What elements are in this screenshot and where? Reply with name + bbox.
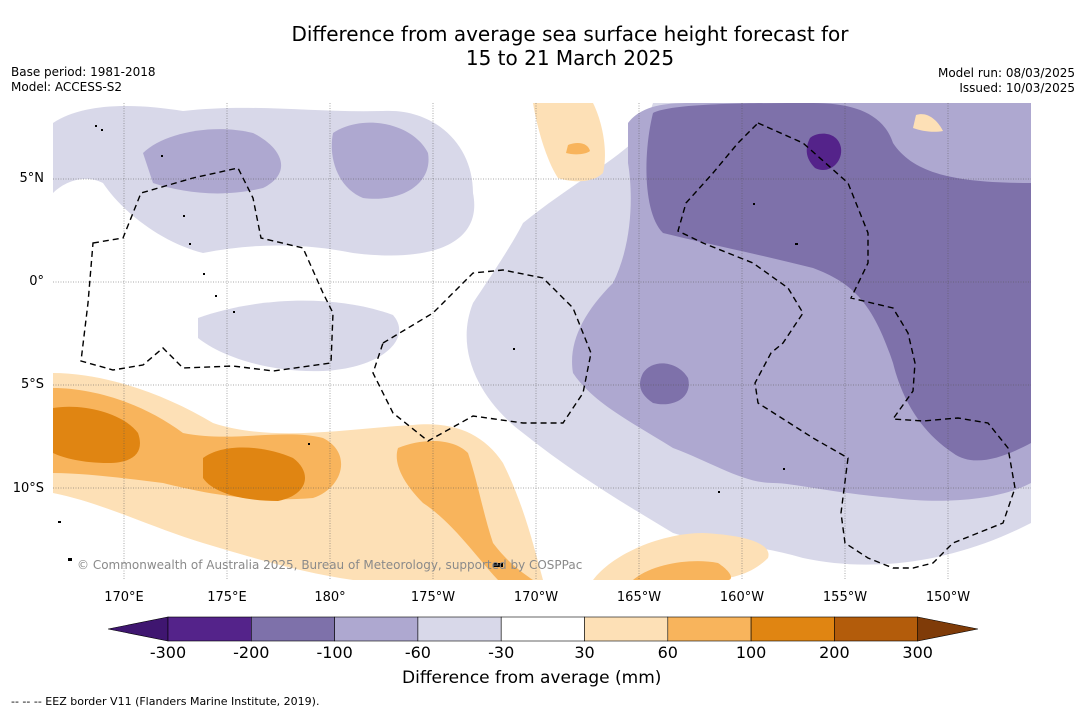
contour-dark-orange-west (53, 406, 140, 463)
title-line-1: Difference from average sea surface heig… (291, 22, 849, 46)
island-specks (58, 125, 798, 567)
colorbar-segment (834, 616, 919, 642)
contour-dark-purple-spot (640, 363, 689, 405)
lon-label: 180° (314, 590, 346, 605)
colorbar-label: Difference from average (mm) (402, 668, 662, 688)
contour-light-purple-center (198, 300, 400, 372)
island-speck (718, 491, 720, 493)
eez-borders (80, 122, 1016, 569)
eez-kiribati-gilbert (80, 167, 334, 372)
lat-label-0: 0° (29, 274, 44, 289)
island-speck (215, 295, 217, 297)
island-speck (493, 563, 503, 567)
island-speck (753, 203, 755, 205)
colorbar-segment (251, 616, 335, 642)
lat-label-5n: 5°N (19, 171, 45, 186)
model-run: Model run: 08/03/2025 (937, 66, 1075, 80)
colorbar-segment (500, 616, 585, 642)
contour-deepest-purple (806, 133, 842, 171)
colorbar-segment (334, 616, 419, 642)
island-speck (68, 558, 72, 561)
colorbar-segments (108, 616, 978, 642)
island-speck (795, 243, 798, 245)
lon-label: 150°W (925, 590, 971, 605)
contour-medium-orange-stream (396, 441, 533, 580)
island-speck (95, 125, 97, 127)
island-speck (183, 215, 185, 217)
lon-gridlines (123, 103, 949, 580)
colorbar-tick-label: 60 (657, 643, 678, 662)
island-speck (101, 129, 103, 131)
colorbar-tick-label: -100 (316, 643, 353, 662)
contour-light-orange-small (913, 114, 943, 132)
contour-medium-purple-n (331, 122, 429, 199)
island-speck (203, 273, 205, 275)
anomaly-map (53, 103, 1031, 580)
colorbar-segment (750, 616, 835, 642)
colorbar-tick-label: -30 (488, 643, 515, 662)
colorbar-tick-label: 30 (574, 643, 595, 662)
eez-legend-footnote: -- -- -- EEZ border V11 (Flanders Marine… (11, 695, 320, 708)
colorbar-extend-high (917, 616, 978, 642)
eez-line-islands (677, 122, 1016, 569)
island-speck (189, 243, 191, 245)
island-speck (783, 468, 785, 470)
meta-left: Base period: 1981-2018 Model: ACCESS-S2 (11, 65, 156, 95)
lat-label-5s: 5°S (20, 377, 44, 392)
colorbar-segment (667, 616, 752, 642)
contour-medium-orange-small (566, 143, 590, 155)
lon-label: 170°E (104, 590, 144, 605)
island-speck (233, 311, 235, 313)
colorbar-segment (167, 616, 252, 642)
model-name: Model: ACCESS-S2 (11, 80, 123, 94)
contour-medium-purple-nw (143, 129, 282, 194)
lon-label: 160°W (719, 590, 765, 605)
map-title: Difference from average sea surface heig… (0, 22, 1085, 70)
title-line-2: 15 to 21 March 2025 (465, 46, 675, 70)
colorbar-segment (584, 616, 669, 642)
lon-label: 175°E (207, 590, 247, 605)
lat-gridlines (53, 178, 1031, 489)
colorbar-tick-label: 100 (735, 643, 767, 662)
lon-label: 155°W (822, 590, 868, 605)
colorbar-tick-label: 200 (819, 643, 850, 662)
colorbar (108, 616, 978, 642)
colorbar-tick-label: -60 (404, 643, 431, 662)
island-speck (308, 443, 310, 445)
base-period: Base period: 1981-2018 (11, 65, 156, 79)
contour-dark-purple-main (646, 103, 1031, 461)
colorbar-segment (417, 616, 502, 642)
island-speck (161, 155, 163, 157)
issued-date: Issued: 10/03/2025 (959, 81, 1075, 95)
lon-label: 165°W (616, 590, 662, 605)
contour-light-orange-north (533, 103, 605, 182)
lat-label-10s: 10°S (12, 481, 44, 496)
lon-label: 175°W (410, 590, 456, 605)
copyright-text: © Commonwealth of Australia 2025, Bureau… (77, 558, 583, 572)
colorbar-extend-low (108, 616, 169, 642)
contour-dark-orange-center (203, 447, 305, 501)
contour-medium-orange-se (633, 561, 731, 580)
lon-label: 170°W (513, 590, 559, 605)
colorbar-tick-label: -300 (149, 643, 187, 662)
colorbar-tick-label: 300 (902, 643, 933, 662)
colorbar-tick-label: -200 (233, 643, 270, 662)
meta-right: Model run: 08/03/2025 Issued: 10/03/2025 (938, 66, 1075, 96)
island-speck (58, 521, 61, 523)
island-speck (513, 348, 515, 350)
